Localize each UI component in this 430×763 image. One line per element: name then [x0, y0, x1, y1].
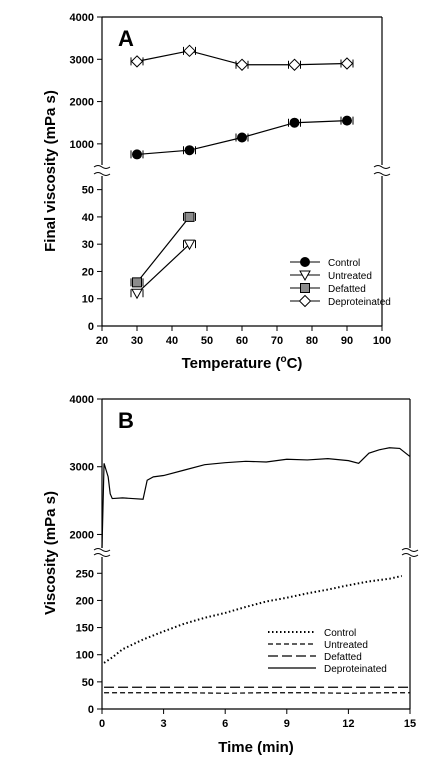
legend-item-defatted-label: Defatted [328, 284, 366, 295]
series-untreated-line [136, 243, 190, 294]
axis-break-gap [94, 165, 110, 176]
axis-break-mark [93, 548, 111, 552]
x-tick-label: 80 [306, 335, 318, 347]
x-tick-label: 15 [404, 718, 416, 730]
series-deproteinated-point [130, 55, 144, 68]
series-defatted-line [136, 216, 190, 283]
y-tick-label: 3000 [70, 54, 94, 66]
series-control-point [342, 115, 352, 126]
axis-break-gap [94, 548, 110, 557]
y-tick-label: 0 [88, 321, 94, 333]
x-tick-label: 9 [284, 718, 290, 730]
y-tick-label: 50 [82, 185, 94, 197]
x-tick-label: 60 [236, 335, 248, 347]
x-tick-label: 100 [373, 335, 391, 347]
axis-break-mark [93, 553, 111, 557]
y-tick-label: 100 [76, 650, 94, 662]
x-tick-label: 30 [131, 335, 143, 347]
series-control-point [289, 117, 300, 128]
series-deproteinated-point [288, 58, 301, 71]
x-tick-label: 90 [341, 335, 353, 347]
legend-item-untreated-label: Untreated [324, 640, 368, 651]
x-tick-label: 50 [201, 335, 213, 347]
x-axis-label: Temperature (oC) [182, 354, 303, 372]
series-untreated-line [104, 692, 410, 694]
series-control-point [184, 145, 195, 156]
legend-item-deproteinated-marker [298, 294, 312, 308]
y-tick-label: 20 [82, 266, 94, 278]
y-tick-label: 40 [82, 212, 94, 224]
legend-item-deproteinated-label: Deproteinated [324, 664, 387, 675]
axis-break-mark [401, 548, 419, 552]
axis-break-gap [402, 548, 418, 557]
y-tick-label: 150 [76, 623, 94, 635]
series-untreated-point [183, 239, 196, 251]
series-deproteinated-line [101, 447, 411, 549]
panel-b: 0 3 6 9 12 15 2000 3000 4000 0 50 100 150 200 250 B Time… [42, 394, 419, 756]
series-untreated-point [131, 288, 143, 300]
series-control-point [237, 132, 247, 143]
legend-item-defatted-label: Defatted [324, 652, 362, 663]
legend-item-defatted-marker [300, 283, 310, 293]
panel-a: 20 30 40 50 60 70 80 90 100 1000 2000 3000 4000 0 10 20… [42, 12, 391, 372]
legend-item-untreated-label: Untreated [328, 271, 372, 282]
axis-break-gap [374, 165, 390, 176]
y-tick-label: 250 [76, 568, 94, 580]
axis-break-mark [93, 172, 111, 176]
y-axis-label: Final viscosity (mPa s) [42, 90, 59, 252]
x-tick-label: 3 [161, 718, 167, 730]
axis-break-mark [373, 165, 391, 169]
series-deproteinated-point [235, 58, 249, 71]
y-axis-label: Viscosity (mPa s) [42, 491, 59, 615]
x-tick-label: 70 [271, 335, 283, 347]
x-tick-label: 0 [99, 718, 105, 730]
axis-break-mark [93, 165, 111, 169]
legend-item-control-marker [300, 257, 310, 267]
series-deproteinated-point [340, 57, 354, 70]
y-tick-label: 2000 [70, 97, 94, 109]
y-tick-label: 1000 [70, 139, 94, 151]
y-tick-label: 2000 [70, 529, 94, 541]
x-tick-label: 40 [166, 335, 178, 347]
legend-item-control-label: Control [324, 628, 356, 639]
legend-item-deproteinated-label: Deproteinated [328, 297, 391, 308]
y-tick-label: 3000 [70, 462, 94, 474]
y-tick-label: 0 [88, 704, 94, 716]
legend-item-control-label: Control [328, 258, 360, 269]
y-tick-label: 50 [82, 677, 94, 689]
series-deproteinated-point [183, 44, 196, 58]
y-tick-label: 200 [76, 595, 94, 607]
axis-break-mark [373, 172, 391, 176]
y-tick-label: 4000 [70, 12, 94, 24]
x-axis-label: Time (min) [218, 739, 294, 756]
x-tick-label: 6 [222, 718, 228, 730]
x-tick-label: 20 [96, 335, 108, 347]
legend-item-untreated-marker [299, 270, 311, 282]
x-tick-label: 12 [342, 718, 354, 730]
series-defatted-point [184, 211, 195, 222]
y-tick-label: 30 [82, 239, 94, 251]
series-control-point [132, 149, 142, 160]
panel-label: B [118, 408, 134, 433]
series-control-line [103, 575, 403, 664]
y-tick-label: 4000 [70, 394, 94, 406]
series-defatted-point [132, 277, 142, 288]
panel-label: A [118, 26, 134, 51]
y-tick-label: 10 [82, 294, 94, 306]
axis-break-mark [401, 553, 419, 557]
